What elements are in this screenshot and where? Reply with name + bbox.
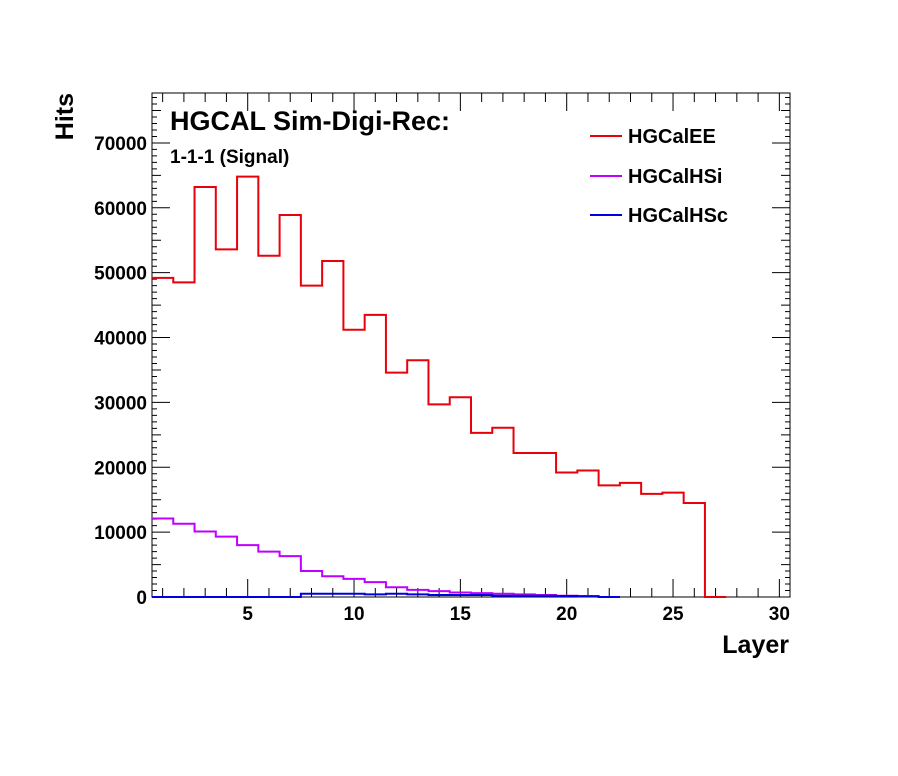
plot-frame xyxy=(151,92,791,598)
y-tick-label: 20000 xyxy=(94,458,147,479)
legend: HGCalEE HGCalHSi HGCalHSc xyxy=(590,126,728,227)
x-tick-label: 25 xyxy=(662,604,684,625)
chart-subtitle: 1-1-1 (Signal) xyxy=(170,147,289,168)
axis-ticks xyxy=(152,93,790,598)
x-tick-label: 30 xyxy=(769,604,790,625)
y-tick-label: 60000 xyxy=(94,199,147,220)
y-tick-labels: 0 10000 20000 30000 40000 50000 60000 70000 xyxy=(94,134,147,609)
x-tick-labels: 5 10 15 20 25 30 xyxy=(242,604,790,625)
x-axis-title: Layer xyxy=(722,631,789,659)
y-tick-label: 30000 xyxy=(94,393,147,414)
tick-marks xyxy=(152,93,790,598)
legend-entry: HGCalHSi xyxy=(628,166,722,188)
y-tick-label: 40000 xyxy=(94,329,147,350)
y-tick-label: 10000 xyxy=(94,523,147,544)
x-tick-label: 20 xyxy=(556,604,577,625)
y-tick-label: 0 xyxy=(136,588,147,609)
series-hgcalhsc xyxy=(152,592,620,598)
x-tick-label: 5 xyxy=(242,604,253,625)
x-tick-label: 10 xyxy=(343,604,364,625)
chart-title: HGCAL Sim-Digi-Rec: xyxy=(170,106,450,136)
y-tick-label: 50000 xyxy=(94,264,147,285)
legend-entry: HGCalEE xyxy=(628,126,716,148)
legend-entry: HGCalHSc xyxy=(628,205,728,227)
series-hgcalhsi xyxy=(152,517,620,598)
x-tick-label: 15 xyxy=(450,604,472,625)
histogram-series xyxy=(152,175,727,598)
y-tick-label: 70000 xyxy=(94,134,147,155)
y-axis-title: Hits xyxy=(51,93,79,140)
series-hgcalee xyxy=(152,175,727,598)
